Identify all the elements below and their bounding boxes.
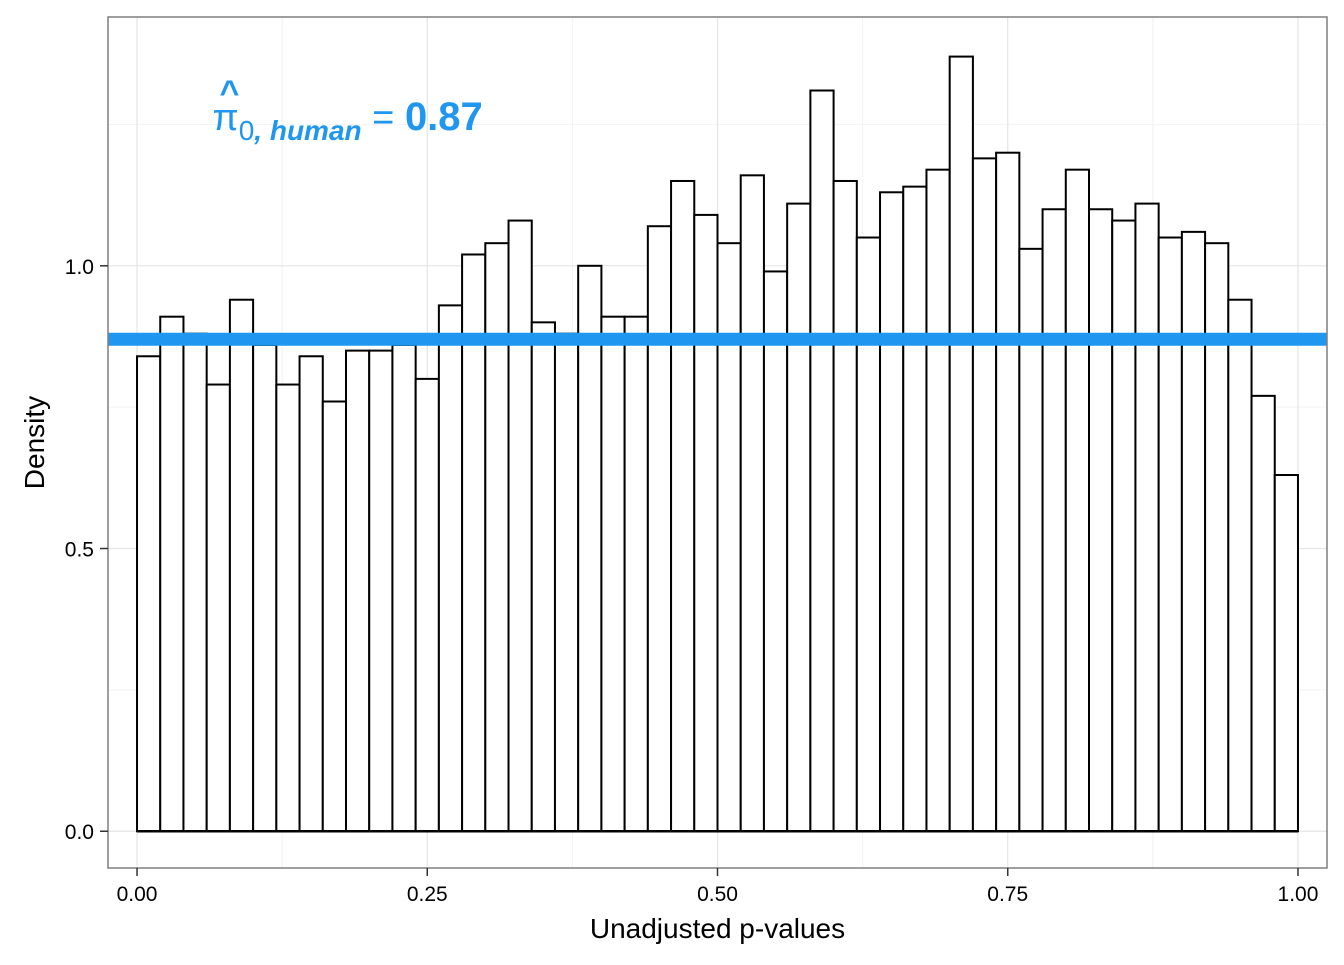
x-axis-title: Unadjusted p-values: [590, 913, 845, 944]
histogram-bar: [855, 236, 882, 833]
histogram-bar: [786, 202, 812, 833]
histogram-bar: [646, 225, 673, 833]
histogram-bar: [553, 332, 580, 833]
histogram-bar: [1204, 242, 1230, 833]
histogram-bar: [1273, 474, 1299, 833]
histogram-bar: [530, 321, 556, 833]
histogram-bar: [762, 270, 789, 833]
equals-sign: =: [362, 97, 405, 139]
histogram-bar: [716, 242, 742, 833]
x-tick-label: 0.75: [987, 883, 1028, 906]
histogram-bar: [1227, 298, 1253, 833]
histogram-bar: [879, 191, 905, 833]
histogram-bar: [577, 264, 603, 833]
x-tick-label: 0.25: [407, 883, 448, 906]
histogram-bar: [205, 383, 231, 833]
histogram-bar: [832, 179, 858, 833]
histogram-bar: [995, 151, 1021, 833]
histogram-bar: [1180, 230, 1207, 833]
x-axis: 0.00 0.25 0.50 0.75 1.00: [117, 868, 1319, 906]
histogram-bar: [623, 315, 649, 833]
histogram-bar: [670, 179, 696, 833]
pi0-value: 0.87: [405, 95, 483, 139]
histogram-bar: [344, 349, 371, 833]
histogram-bar: [414, 377, 440, 833]
histogram-bar: [1041, 208, 1067, 833]
histogram-bar: [252, 343, 278, 833]
histogram-bar: [1111, 219, 1137, 833]
histogram-bar: [1250, 394, 1276, 833]
histogram-bar: [368, 349, 394, 833]
y-axis: 0.0 0.5 1.0: [65, 256, 108, 844]
histogram-bar: [1157, 236, 1183, 833]
histogram-bar: [275, 383, 301, 833]
histogram-bar: [484, 242, 510, 833]
pi-subscript-number: 0: [239, 115, 255, 146]
histogram-bar: [739, 174, 765, 833]
histogram-bar: [182, 332, 208, 833]
y-tick-label: 0.0: [65, 821, 94, 844]
pi-subscript-text: , human: [253, 115, 361, 146]
pi0-annotation: π0, human = 0.87^: [212, 74, 482, 146]
histogram-bar: [228, 298, 255, 833]
histogram-bar: [159, 315, 185, 833]
histogram-bar: [925, 168, 951, 833]
histogram-bar: [507, 219, 533, 833]
histogram-bar: [1134, 202, 1160, 833]
histogram-bar: [693, 213, 719, 833]
histogram-bar: [971, 157, 998, 833]
histogram-bar: [298, 355, 324, 833]
pi-symbol: π: [212, 97, 238, 139]
y-axis-title: Density: [19, 396, 50, 489]
y-tick-label: 1.0: [65, 256, 94, 279]
y-tick-label: 0.5: [65, 539, 94, 562]
x-tick-label: 0.50: [697, 883, 738, 906]
histogram-bar: [1064, 168, 1091, 833]
histogram-bar: [600, 315, 626, 833]
histogram-bar: [902, 185, 928, 833]
histogram-bar: [1088, 208, 1114, 833]
histogram-bar: [321, 400, 347, 833]
histogram-bar: [809, 89, 835, 833]
x-tick-label: 1.00: [1278, 883, 1319, 906]
x-tick-label: 0.00: [117, 883, 158, 906]
histogram-bar: [391, 343, 417, 833]
histogram-bar: [136, 355, 162, 833]
histogram-bar: [437, 304, 464, 833]
pi0-label: π0, human = 0.87: [212, 95, 482, 146]
histogram-bar: [948, 55, 974, 833]
pi-hat: ^: [220, 74, 240, 112]
